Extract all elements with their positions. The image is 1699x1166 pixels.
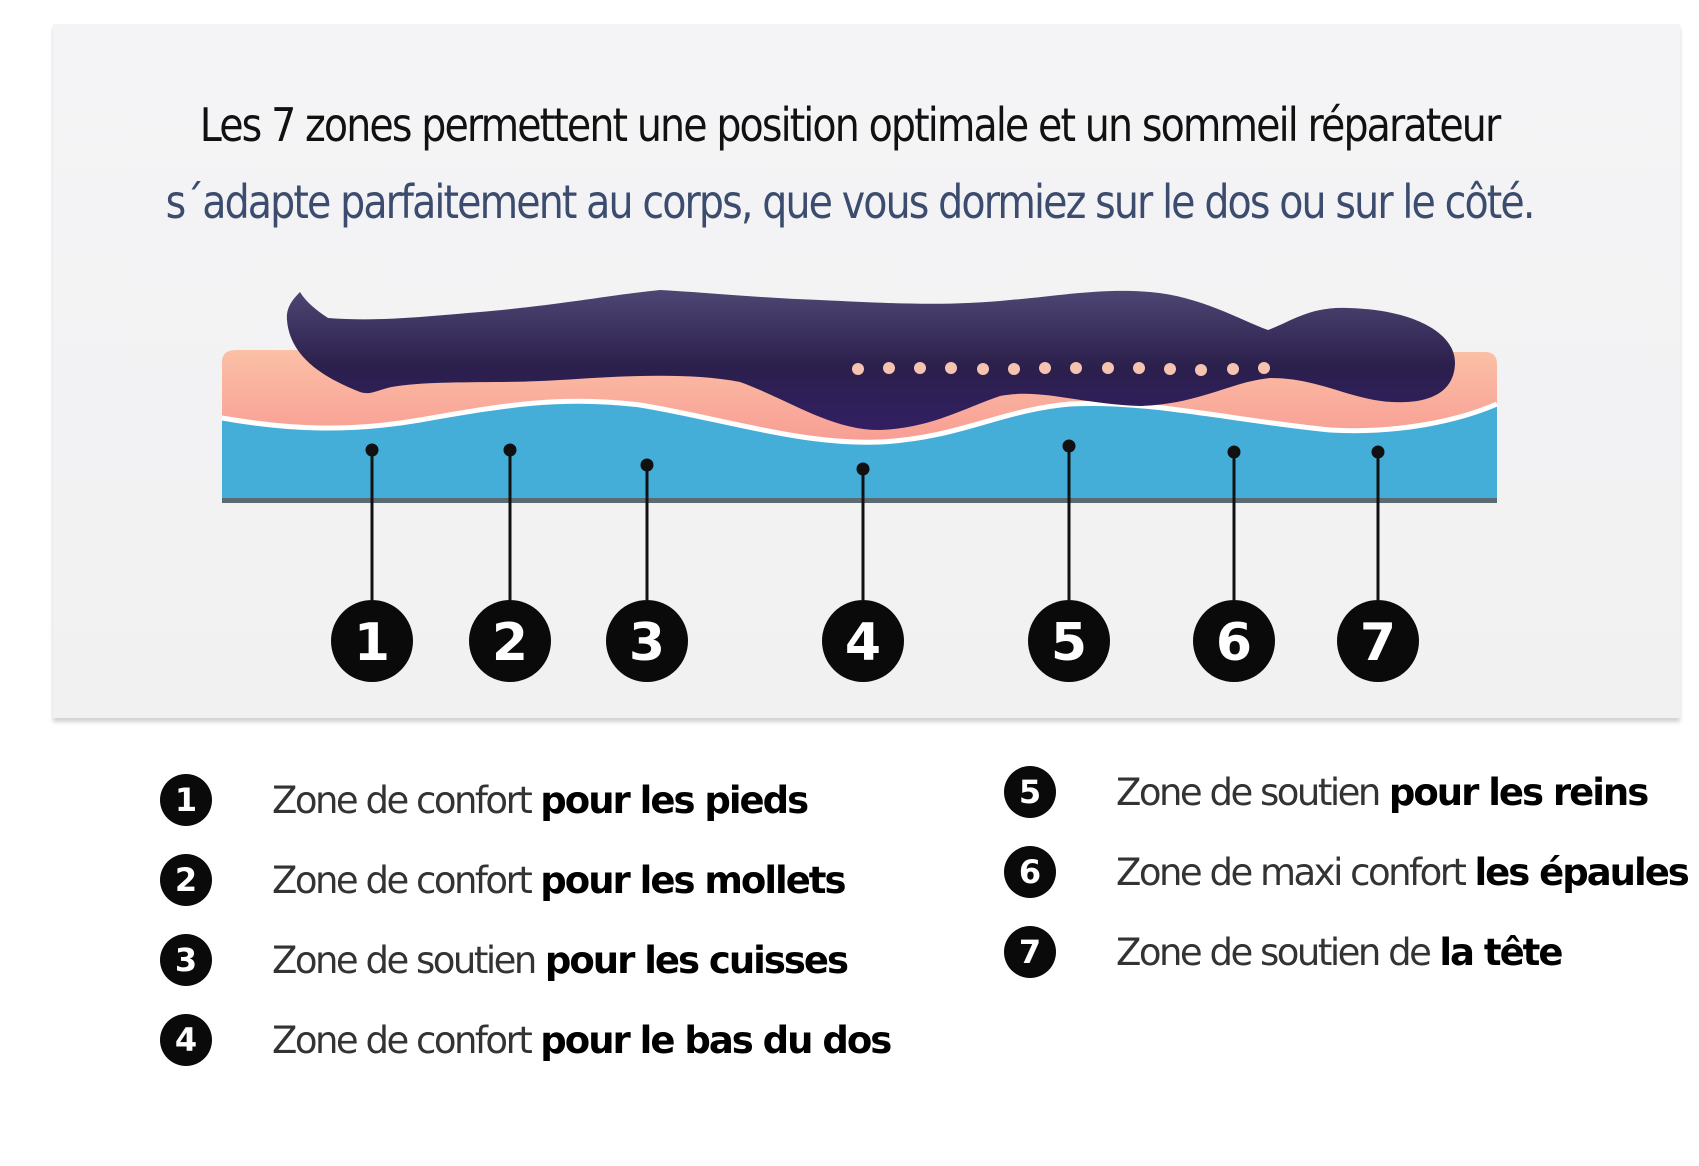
zone-badge-7: 7: [1337, 600, 1419, 682]
svg-text:7: 7: [1360, 613, 1396, 673]
zone-2-badge-icon: 2: [160, 854, 212, 906]
page-subtitle: s´adapte parfaitement au corps, que vous…: [165, 175, 1536, 229]
svg-text:4: 4: [845, 613, 881, 673]
zone-3-badge-icon: 3: [160, 934, 212, 986]
zone-6-badge-icon: 6: [1004, 846, 1056, 898]
zone-pointers: [365, 439, 1385, 600]
page-title: Les 7 zones permettent une position opti…: [199, 98, 1501, 152]
zone-badge-4: 4: [822, 600, 904, 682]
zone-badge-5: 5: [1028, 600, 1110, 682]
support-foam-layer: [222, 401, 1497, 502]
legend-item-7: 7 Zone de soutien de la tête: [1004, 926, 1563, 978]
svg-text:1: 1: [354, 613, 390, 673]
legend-item-5: 5 Zone de soutien pour les reins: [1004, 766, 1649, 818]
legend-item-2: 2 Zone de confort pour les mollets: [160, 854, 847, 906]
legend-item-3: 3 Zone de soutien pour les cuisses: [160, 934, 849, 986]
zone-4-badge-icon: 4: [160, 1014, 212, 1066]
zone-badge-6: 6: [1193, 600, 1275, 682]
zone-badge-3: 3: [606, 600, 688, 682]
body-silhouette-icon: [286, 290, 1455, 430]
legend-item-4: 4 Zone de confort pour le bas du dos: [160, 1014, 892, 1066]
svg-text:5: 5: [1051, 613, 1087, 673]
legend-item-6: 6 Zone de maxi confort les épaules: [1004, 846, 1690, 898]
svg-text:3: 3: [629, 613, 665, 673]
zone-5-badge-icon: 5: [1004, 766, 1056, 818]
zone-1-badge-icon: 1: [160, 774, 212, 826]
zone-badge-1: 1: [331, 600, 413, 682]
spine-dots: [852, 362, 1270, 376]
legend-item-1: 1 Zone de confort pour les pieds: [160, 774, 809, 826]
svg-text:2: 2: [492, 613, 528, 673]
zone-7-badge-icon: 7: [1004, 926, 1056, 978]
svg-text:6: 6: [1216, 613, 1252, 673]
zone-badge-2: 2: [469, 600, 551, 682]
mattress-base-line: [222, 498, 1497, 503]
